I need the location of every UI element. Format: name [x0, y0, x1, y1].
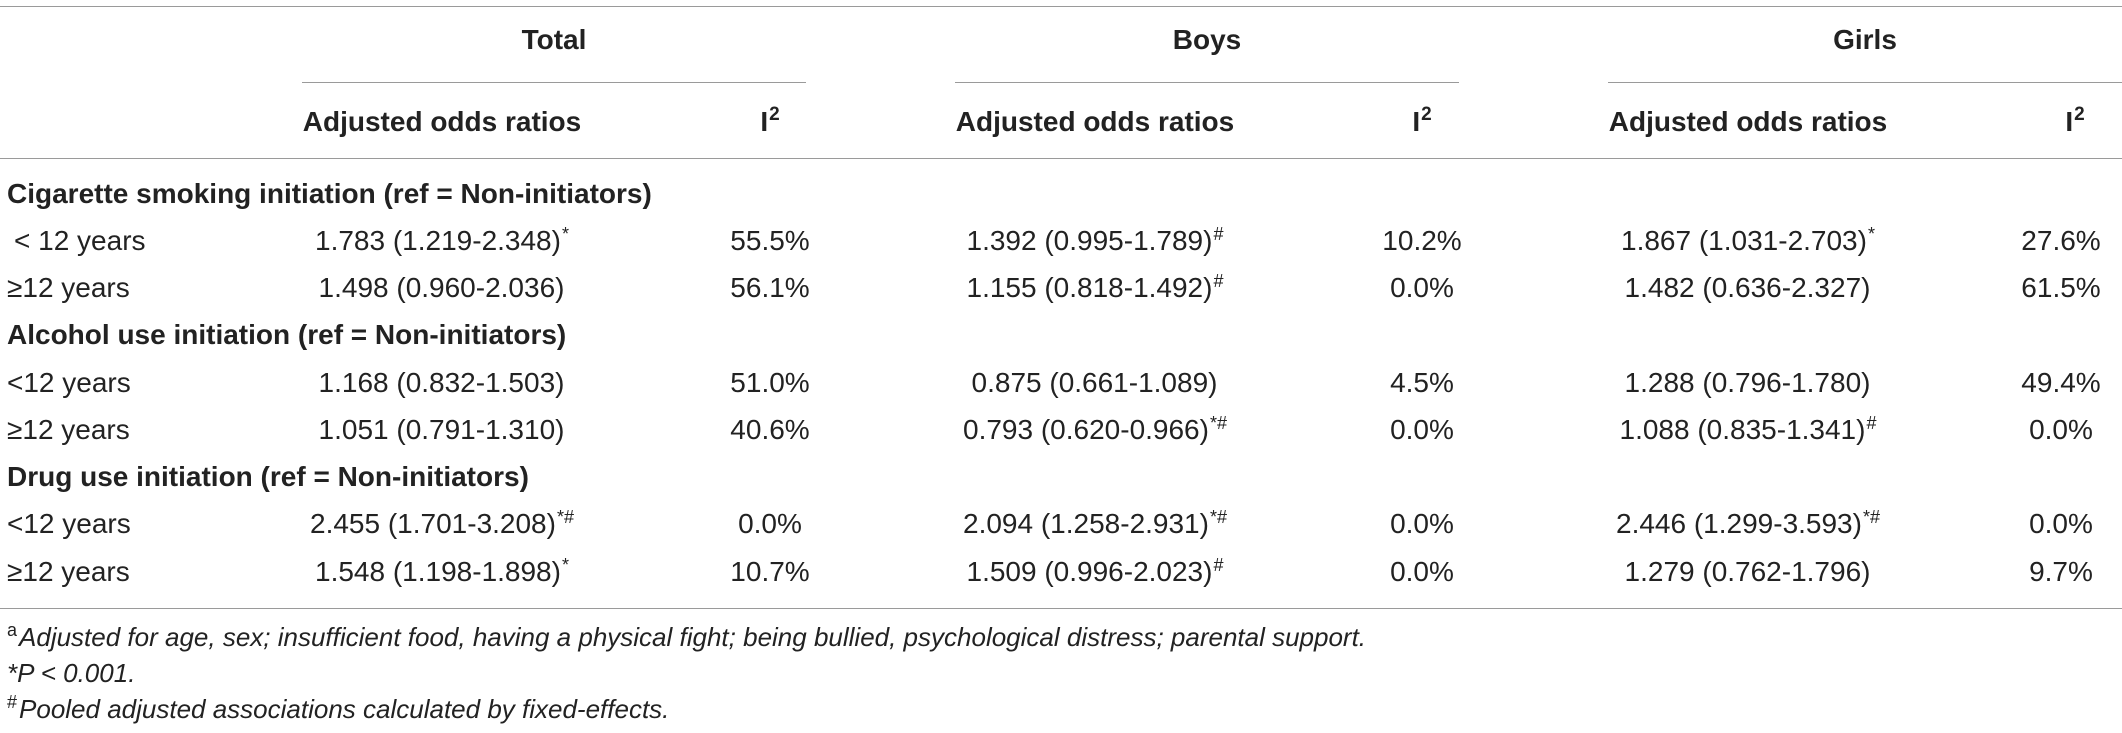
- total-i2-cell: 51.0%: [730, 367, 810, 398]
- boys-i2-cell: 0.0%: [1390, 272, 1454, 303]
- total-or-cell: 1.498 (0.960-2.036): [318, 272, 565, 303]
- boys-i2-header: I2: [1412, 104, 1432, 137]
- row-label: < 12 years: [14, 225, 146, 256]
- boys-i2-cell: 0.0%: [1390, 556, 1454, 587]
- boys-i2-cell: 4.5%: [1390, 367, 1454, 398]
- footnote-p-value: *P < 0.001.: [7, 658, 136, 688]
- girls-i2-cell: 49.4%: [2021, 367, 2101, 398]
- girls-or-cell: 1.279 (0.762-1.796): [1624, 556, 1871, 587]
- total-or-cell: 1.168 (0.832-1.503): [318, 367, 565, 398]
- total-i2-cell: 40.6%: [730, 414, 810, 445]
- girls-i2-cell: 0.0%: [2029, 508, 2093, 539]
- boys-i2-cell: 0.0%: [1390, 414, 1454, 445]
- header-bottom-rule: [0, 158, 2122, 159]
- boys-group-rule: [955, 82, 1459, 83]
- total-or-cell: 1.051 (0.791-1.310): [318, 414, 565, 445]
- boys-or-cell: 1.155 (0.818-1.492)#: [966, 271, 1224, 303]
- row-label: ≥12 years: [7, 272, 130, 303]
- boys-or-cell: 0.793 (0.620-0.966)*#: [963, 413, 1227, 445]
- row-label: <12 years: [7, 367, 131, 398]
- row-label: ≥12 years: [7, 414, 130, 445]
- total-i2-cell: 0.0%: [738, 508, 802, 539]
- girls-or-cell: 2.446 (1.299-3.593)*#: [1616, 507, 1880, 539]
- section-title-cigarette: Cigarette smoking initiation (ref = Non-…: [7, 178, 652, 209]
- section-title-alcohol: Alcohol use initiation (ref = Non-initia…: [7, 319, 567, 350]
- footnote-adjustment: aAdjusted for age, sex; insufficient foo…: [7, 620, 1367, 652]
- footnote-fixed-effects: #Pooled adjusted associations calculated…: [7, 692, 670, 724]
- girls-i2-cell: 9.7%: [2029, 556, 2093, 587]
- girls-group-rule: [1608, 82, 2122, 83]
- total-i2-cell: 55.5%: [730, 225, 810, 256]
- total-i2-cell: 56.1%: [730, 272, 810, 303]
- boys-i2-cell: 10.2%: [1382, 225, 1462, 256]
- row-label: ≥12 years: [7, 556, 130, 587]
- girls-i2-cell: 61.5%: [2021, 272, 2101, 303]
- group-header-boys: Boys: [1172, 24, 1242, 55]
- girls-i2-cell: 0.0%: [2029, 414, 2093, 445]
- boys-i2-cell: 0.0%: [1390, 508, 1454, 539]
- total-i2-cell: 10.7%: [730, 556, 810, 587]
- total-i2-header: I2: [760, 104, 780, 137]
- total-or-cell: 2.455 (1.701-3.208)*#: [310, 507, 574, 539]
- table-bottom-rule: [0, 608, 2122, 609]
- section-title-drug: Drug use initiation (ref = Non-initiator…: [7, 461, 529, 492]
- total-group-rule: [302, 82, 806, 83]
- total-or-header: Adjusted odds ratios: [302, 106, 582, 137]
- boys-or-header: Adjusted odds ratios: [955, 106, 1235, 137]
- boys-or-cell: 0.875 (0.661-1.089): [971, 367, 1218, 398]
- boys-or-cell: 1.392 (0.995-1.789)#: [966, 224, 1224, 256]
- group-header-total: Total: [521, 24, 587, 55]
- girls-i2-header: I2: [2065, 104, 2085, 137]
- girls-i2-cell: 27.6%: [2021, 225, 2101, 256]
- total-or-cell: 1.783 (1.219-2.348)*: [315, 224, 569, 256]
- girls-or-cell: 1.867 (1.031-2.703)*: [1621, 224, 1875, 256]
- group-header-girls: Girls: [1833, 24, 1897, 55]
- girls-or-cell: 1.088 (0.835-1.341)#: [1619, 413, 1877, 445]
- girls-or-cell: 1.482 (0.636-2.327): [1624, 272, 1871, 303]
- total-or-cell: 1.548 (1.198-1.898)*: [315, 555, 569, 587]
- boys-or-cell: 1.509 (0.996-2.023)#: [966, 555, 1224, 587]
- girls-or-cell: 1.288 (0.796-1.780): [1624, 367, 1871, 398]
- top-rule: [0, 6, 2122, 7]
- boys-or-cell: 2.094 (1.258-2.931)*#: [963, 507, 1227, 539]
- row-label: <12 years: [7, 508, 131, 539]
- girls-or-header: Adjusted odds ratios: [1608, 106, 1888, 137]
